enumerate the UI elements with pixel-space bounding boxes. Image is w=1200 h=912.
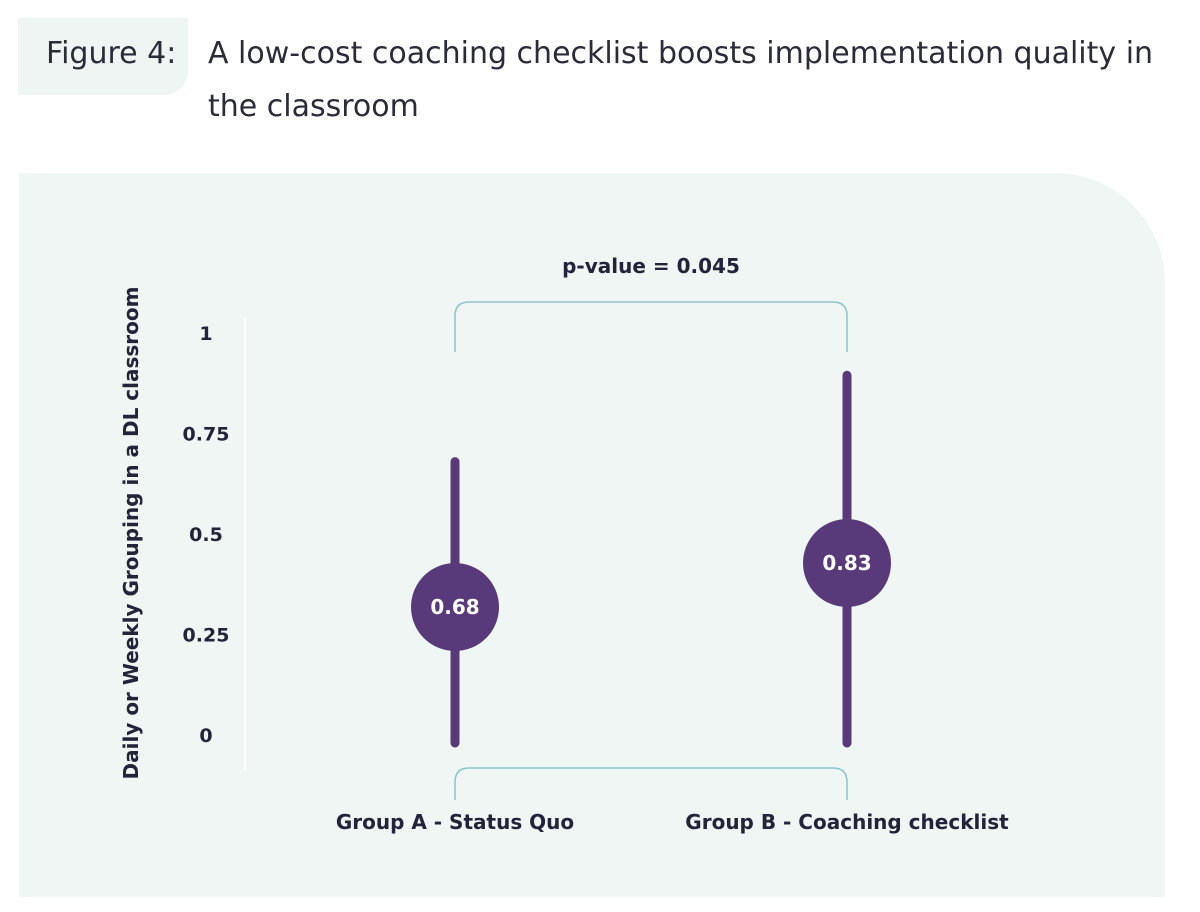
y-tick-label: 1 — [199, 323, 212, 345]
x-category-label: Group B - Coaching checklist — [685, 810, 1009, 834]
top-bracket — [454, 301, 848, 352]
data-point-label: 0.68 — [430, 595, 479, 619]
chart-panel — [19, 173, 1165, 897]
x-category-label: Group A - Status Quo — [336, 810, 574, 834]
y-tick-label: 0.25 — [183, 625, 230, 647]
figure-label: Figure 4: — [46, 36, 177, 71]
data-point-marker — [411, 563, 499, 651]
data-point-label: 0.83 — [822, 551, 871, 575]
p-value-annotation: p-value = 0.045 — [562, 254, 740, 278]
data-point-marker — [803, 519, 891, 607]
figure-label-background — [18, 18, 188, 95]
y-tick-label: 0.5 — [189, 524, 223, 546]
figure-title: A low-cost coaching checklist boosts imp… — [208, 36, 1154, 124]
y-tick-label: 0 — [199, 725, 212, 747]
bottom-bracket — [454, 767, 848, 800]
y-tick-label: 0.75 — [183, 424, 230, 446]
